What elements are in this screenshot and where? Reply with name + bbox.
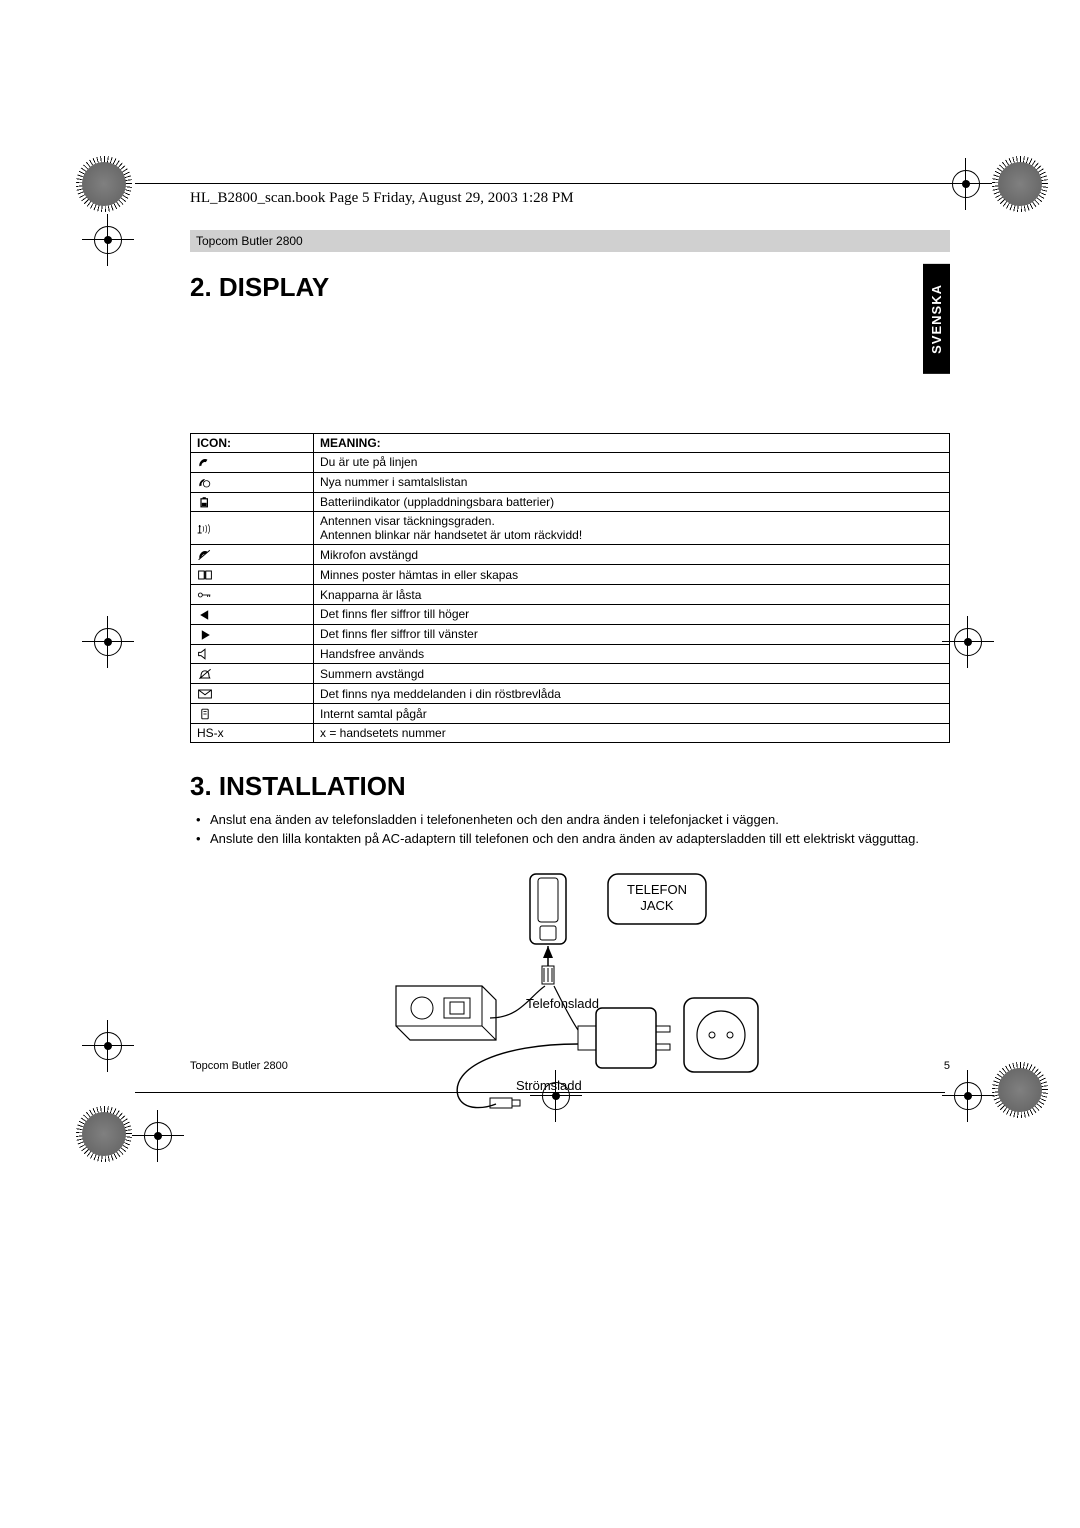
svg-text:JACK: JACK bbox=[640, 898, 674, 913]
page-footer: Topcom Butler 2800 5 bbox=[190, 1060, 950, 1072]
footer-product: Topcom Butler 2800 bbox=[190, 1060, 288, 1072]
table-header-icon: ICON: bbox=[191, 434, 314, 453]
crop-reg-tl2 bbox=[84, 216, 132, 264]
handset-loop-icon bbox=[197, 475, 213, 489]
crop-reg-tr bbox=[942, 160, 990, 208]
table-meaning-cell: Handsfree används bbox=[314, 644, 950, 664]
installation-diagram-svg: TELEFON JACK Telefonsladd bbox=[360, 868, 780, 1128]
table-row: Det finns fler siffror till höger bbox=[191, 604, 950, 624]
speaker-icon bbox=[197, 647, 213, 661]
arrow-left-icon bbox=[197, 607, 213, 621]
table-icon-cell bbox=[191, 565, 314, 585]
crop-reg-br bbox=[944, 1072, 992, 1120]
table-meaning-cell: Mikrofon avstängd bbox=[314, 545, 950, 565]
crop-reg-ml bbox=[84, 618, 132, 666]
handset-up-icon bbox=[197, 455, 213, 469]
int-phone-icon bbox=[197, 706, 213, 720]
table-meaning-cell: Antennen visar täckningsgraden. Antennen… bbox=[314, 512, 950, 545]
crop-line-top bbox=[135, 183, 945, 184]
arrow-right-icon bbox=[197, 627, 213, 641]
scan-header-line: HL_B2800_scan.book Page 5 Friday, August… bbox=[190, 190, 574, 207]
table-meaning-cell: Batteriindikator (uppladdningsbara batte… bbox=[314, 492, 950, 512]
crop-reg-bl bbox=[134, 1112, 182, 1160]
footer-page-number: 5 bbox=[944, 1060, 950, 1072]
table-icon-cell bbox=[191, 704, 314, 724]
table-icon-cell bbox=[191, 512, 314, 545]
table-icon-cell bbox=[191, 492, 314, 512]
install-bullet-1: Anslut ena änden av telefonsladden i tel… bbox=[190, 812, 950, 829]
book-icon bbox=[197, 567, 213, 581]
heading-installation: 3. INSTALLATION bbox=[190, 771, 950, 802]
table-icon-cell bbox=[191, 684, 314, 704]
table-row: Handsfree används bbox=[191, 644, 950, 664]
crop-mark-sun-tr bbox=[998, 162, 1046, 210]
envelope-icon bbox=[197, 686, 213, 700]
table-row: Internt samtal pågår bbox=[191, 704, 950, 724]
table-icon-cell bbox=[191, 585, 314, 605]
table-row: HS-xx = handsetets nummer bbox=[191, 723, 950, 742]
crop-mark-sun-bl bbox=[82, 1112, 130, 1160]
page-body: Topcom Butler 2800 2. DISPLAY ICON: MEAN… bbox=[190, 230, 950, 1128]
table-icon-cell bbox=[191, 644, 314, 664]
table-row: Du är ute på linjen bbox=[191, 453, 950, 473]
icon-meaning-table: ICON: MEANING: Du är ute på linjenNya nu… bbox=[190, 433, 950, 743]
table-meaning-cell: Knapparna är låsta bbox=[314, 585, 950, 605]
table-meaning-cell: Det finns fler siffror till vänster bbox=[314, 624, 950, 644]
installation-bullets: Anslut ena änden av telefonsladden i tel… bbox=[190, 812, 950, 848]
table-icon-cell bbox=[191, 664, 314, 684]
table-icon-cell bbox=[191, 624, 314, 644]
key-icon bbox=[197, 587, 213, 601]
crop-mark-sun-tl bbox=[82, 162, 130, 210]
table-meaning-cell: Minnes poster hämtas in eller skapas bbox=[314, 565, 950, 585]
table-row: Minnes poster hämtas in eller skapas bbox=[191, 565, 950, 585]
table-meaning-cell: Nya nummer i samtalslistan bbox=[314, 472, 950, 492]
bell-off-icon bbox=[197, 666, 213, 680]
table-row: Knapparna är låsta bbox=[191, 585, 950, 605]
language-tab: SVENSKA bbox=[923, 264, 950, 374]
table-meaning-cell: Du är ute på linjen bbox=[314, 453, 950, 473]
crop-reg-bl2 bbox=[84, 1022, 132, 1070]
antenna-icon bbox=[197, 521, 213, 535]
install-bullet-2: Anslute den lilla kontakten på AC-adapte… bbox=[190, 831, 950, 848]
table-row: Det finns nya meddelanden i din röstbrev… bbox=[191, 684, 950, 704]
table-meaning-cell: Det finns fler siffror till höger bbox=[314, 604, 950, 624]
product-bar-top: Topcom Butler 2800 bbox=[190, 230, 950, 252]
table-row: Nya nummer i samtalslistan bbox=[191, 472, 950, 492]
table-row: Batteriindikator (uppladdningsbara batte… bbox=[191, 492, 950, 512]
table-meaning-cell: Det finns nya meddelanden i din röstbrev… bbox=[314, 684, 950, 704]
table-icon-cell bbox=[191, 545, 314, 565]
battery-icon bbox=[197, 495, 213, 509]
table-row: Antennen visar täckningsgraden. Antennen… bbox=[191, 512, 950, 545]
diagram-label-jack: TELEFON bbox=[627, 882, 687, 897]
installation-diagram: TELEFON JACK Telefonsladd bbox=[190, 868, 950, 1128]
table-icon-cell bbox=[191, 472, 314, 492]
table-icon-cell bbox=[191, 453, 314, 473]
table-row: Det finns fler siffror till vänster bbox=[191, 624, 950, 644]
table-header-meaning: MEANING: bbox=[314, 434, 950, 453]
table-icon-cell: HS-x bbox=[191, 723, 314, 742]
table-row: Summern avstängd bbox=[191, 664, 950, 684]
display-area-placeholder bbox=[190, 313, 950, 433]
table-row: Mikrofon avstängd bbox=[191, 545, 950, 565]
handset-slash-icon bbox=[197, 547, 213, 561]
diagram-label-stromsladd: Strömsladd bbox=[516, 1078, 582, 1093]
table-icon-cell bbox=[191, 604, 314, 624]
crop-reg-mr bbox=[944, 618, 992, 666]
heading-display: 2. DISPLAY bbox=[190, 272, 950, 303]
table-meaning-cell: Summern avstängd bbox=[314, 664, 950, 684]
table-meaning-cell: Internt samtal pågår bbox=[314, 704, 950, 724]
table-meaning-cell: x = handsetets nummer bbox=[314, 723, 950, 742]
crop-mark-sun-br bbox=[998, 1068, 1046, 1116]
